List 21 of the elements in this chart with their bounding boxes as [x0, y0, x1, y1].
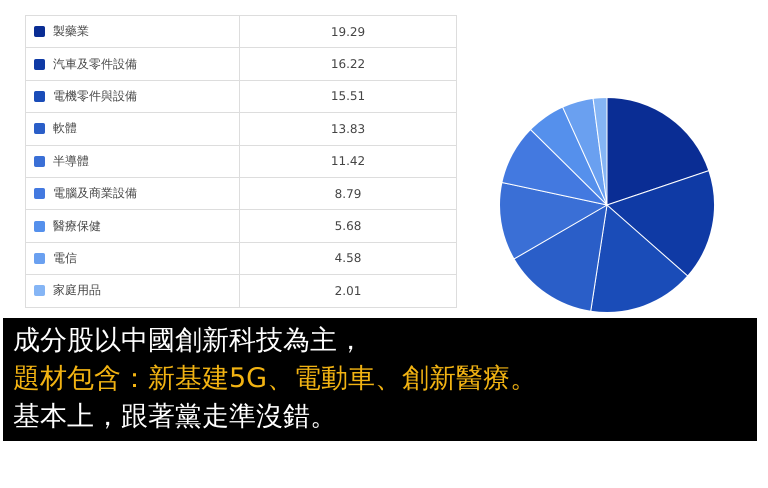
data-label: 16.22: [330, 57, 366, 72]
legend-label: 半導體: [53, 152, 89, 170]
data-label: 8.79: [334, 186, 362, 201]
legend-label: 電機零件與設備: [53, 88, 137, 105]
legend-label: 軟體: [53, 120, 77, 138]
text: 題材包含：新基建5G、電動車、創新醫療。: [13, 363, 538, 394]
data-label: 11.42: [330, 154, 366, 168]
text: 基本上，跟著黨走準沒錯。: [13, 401, 337, 432]
text: 成分股以中國創新科技為主，: [13, 325, 364, 356]
legend-label: 電信: [53, 250, 77, 267]
data-label: 19.29: [330, 24, 366, 39]
data-label: 15.51: [330, 89, 366, 104]
data-label: 2.01: [334, 284, 362, 298]
data-label: 5.68: [334, 219, 362, 234]
legend-label: 家庭用品: [53, 282, 101, 300]
legend-label: 醫療保健: [53, 218, 101, 235]
legend-label: 電腦及商業設備: [53, 185, 137, 202]
data-label: 4.58: [334, 251, 362, 266]
data-label: 13.83: [330, 122, 366, 136]
legend-label: 製藥業: [53, 23, 89, 40]
legend-label: 汽車及零件設備: [53, 56, 137, 73]
